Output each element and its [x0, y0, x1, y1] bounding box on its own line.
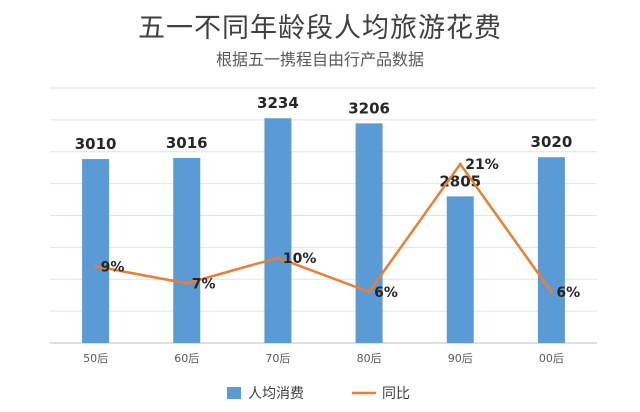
bar	[537, 157, 565, 343]
x-tick-label: 60后	[174, 352, 199, 365]
legend-label: 人均消费	[248, 386, 304, 402]
bar-value-label: 3016	[166, 134, 208, 152]
bar	[82, 159, 110, 343]
line-point	[549, 290, 553, 294]
line-point	[367, 290, 371, 294]
chart-subtitle: 根据五一携程自由行产品数据	[215, 50, 424, 69]
line-value-label: 6%	[556, 285, 580, 301]
line-series	[95, 162, 553, 294]
legend-swatch-bar	[227, 387, 241, 399]
bar	[173, 157, 201, 343]
legend-label: 同比	[382, 386, 410, 402]
line-value-label: 7%	[192, 276, 216, 292]
line-value-label: 9%	[101, 259, 125, 275]
line-point	[94, 264, 98, 268]
bar-value-label: 3234	[257, 94, 299, 112]
x-tick-label: 90后	[448, 352, 473, 365]
x-tick-label: 00后	[539, 352, 564, 365]
line-value-label: 10%	[283, 251, 317, 267]
bar	[446, 196, 474, 343]
bar-value-label: 3010	[75, 135, 117, 153]
line-value-label: 6%	[374, 285, 398, 301]
bar	[355, 123, 383, 343]
bar-value-label: 2805	[439, 172, 481, 190]
line-point	[276, 256, 280, 260]
x-tick-label: 80后	[357, 352, 382, 365]
bar-value-label: 3020	[531, 133, 573, 151]
bar-value-label: 3206	[348, 99, 390, 117]
line-value-label: 21%	[465, 157, 499, 173]
line-point	[185, 281, 189, 285]
bar	[264, 118, 292, 343]
x-tick-label: 70后	[265, 352, 290, 365]
x-tick-label: 50后	[83, 352, 108, 365]
chart-title: 五一不同年龄段人均旅游花费	[138, 13, 502, 44]
line-point	[458, 162, 462, 166]
